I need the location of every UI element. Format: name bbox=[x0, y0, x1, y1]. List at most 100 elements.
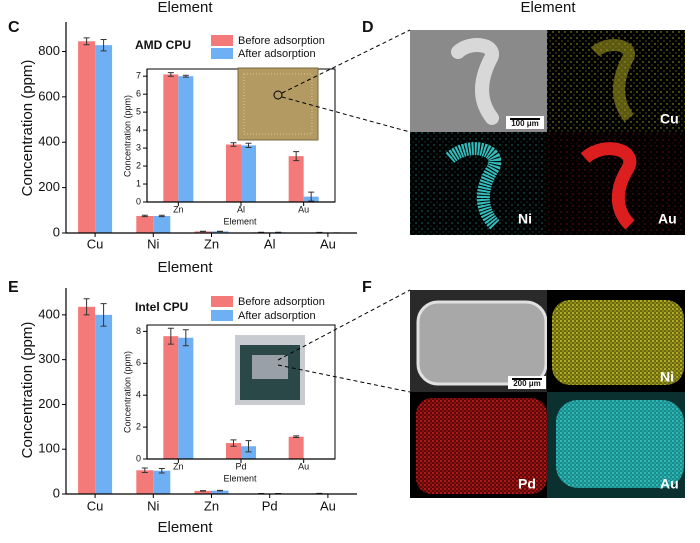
error-bar bbox=[83, 37, 90, 46]
bar bbox=[194, 490, 212, 494]
bar bbox=[211, 490, 229, 494]
y-tick-label: 0 bbox=[136, 453, 141, 463]
x-tick-label: Zn bbox=[204, 236, 219, 251]
error-bar bbox=[141, 214, 148, 218]
bar bbox=[136, 215, 154, 233]
error-bar bbox=[100, 38, 107, 52]
header-label: Element bbox=[157, 0, 213, 16]
panel-letter: C bbox=[8, 19, 20, 36]
element-label: Ni bbox=[660, 369, 674, 385]
bar bbox=[95, 314, 113, 494]
annotation: AMD CPU bbox=[135, 38, 191, 52]
y-tick-label: 400 bbox=[38, 306, 60, 321]
bar bbox=[178, 337, 194, 459]
bar bbox=[163, 336, 179, 459]
zoom-line bbox=[281, 96, 411, 133]
legend-swatch bbox=[211, 296, 233, 307]
x-tick-label: Au bbox=[298, 461, 309, 471]
y-tick-label: 4 bbox=[136, 390, 141, 400]
error-bar bbox=[230, 439, 237, 447]
legend-label: After adsorption bbox=[238, 48, 316, 60]
error-bar bbox=[158, 467, 165, 474]
y-tick-label: 1 bbox=[136, 178, 141, 188]
legend-swatch bbox=[211, 35, 233, 46]
bar bbox=[136, 470, 154, 494]
micrograph-d bbox=[410, 30, 685, 235]
bar bbox=[288, 436, 304, 459]
bar bbox=[241, 446, 256, 459]
bar bbox=[153, 215, 171, 233]
error-bar bbox=[245, 142, 252, 149]
error-bar bbox=[100, 303, 107, 327]
y-tick-label: 200 bbox=[38, 396, 60, 411]
error-bar bbox=[293, 151, 300, 162]
x-tick-label: Al bbox=[264, 236, 276, 251]
bar bbox=[211, 231, 229, 233]
bar bbox=[78, 41, 96, 234]
y-tick-label: 6 bbox=[136, 89, 141, 99]
inset-y-axis-label: Concentration (ppm) bbox=[122, 351, 132, 433]
x-axis-label: Element bbox=[157, 259, 213, 276]
zoom-line bbox=[277, 289, 411, 361]
y-tick-label: 100 bbox=[38, 441, 60, 456]
panel-letter: E bbox=[8, 279, 19, 296]
y-tick-label: 4 bbox=[136, 124, 141, 134]
header-label: Element bbox=[520, 0, 576, 16]
error-bar bbox=[158, 214, 165, 218]
bar bbox=[194, 231, 212, 233]
y-tick-label: 300 bbox=[38, 351, 60, 366]
element-label: Ni bbox=[518, 211, 532, 227]
y-tick-label: 0 bbox=[136, 196, 141, 206]
y-tick-label: 200 bbox=[38, 179, 60, 194]
legend-label: Before adsorption bbox=[238, 35, 325, 47]
y-tick-label: 400 bbox=[38, 134, 60, 149]
bar bbox=[178, 76, 194, 202]
legend-label: Before adsorption bbox=[238, 296, 325, 308]
x-tick-label: Cu bbox=[87, 498, 104, 513]
error-bar bbox=[167, 72, 174, 77]
x-tick-label: Zn bbox=[173, 461, 184, 471]
element-label: Pd bbox=[518, 476, 536, 492]
inset-y-axis-label: Concentration (ppm) bbox=[122, 95, 132, 177]
y-tick-label: 8 bbox=[136, 326, 141, 336]
x-axis-label: Element bbox=[157, 519, 213, 536]
x-tick-label: Au bbox=[320, 498, 336, 513]
annotation: Intel CPU bbox=[135, 300, 188, 314]
y-tick-label: 0 bbox=[53, 224, 60, 239]
legend-swatch bbox=[211, 48, 233, 59]
y-tick-label: 0 bbox=[53, 485, 60, 500]
y-tick-label: 7 bbox=[136, 71, 141, 81]
element-label: Cu bbox=[660, 111, 679, 127]
legend-label: After adsorption bbox=[238, 310, 316, 322]
bar bbox=[226, 144, 241, 202]
inset-x-axis-label: Element bbox=[223, 216, 257, 226]
error-bar bbox=[167, 327, 174, 345]
x-tick-label: Ni bbox=[147, 236, 159, 251]
y-axis-label: Concentration (ppm) bbox=[19, 322, 36, 459]
element-label: Au bbox=[658, 211, 677, 227]
cpu-photo bbox=[235, 335, 305, 405]
y-axis-label: Concentration (ppm) bbox=[19, 60, 36, 197]
element-label: Au bbox=[660, 476, 679, 492]
x-tick-label: Zn bbox=[173, 204, 184, 214]
x-tick-label: Au bbox=[320, 236, 336, 251]
panel-letter: F bbox=[362, 279, 372, 296]
y-tick-label: 5 bbox=[136, 107, 141, 117]
error-bar bbox=[245, 440, 252, 453]
error-bar bbox=[308, 191, 315, 202]
y-tick-label: 3 bbox=[136, 142, 141, 152]
cpu-photo bbox=[237, 67, 319, 141]
x-tick-label: Au bbox=[298, 204, 309, 214]
error-bar bbox=[293, 435, 300, 438]
zoom-line bbox=[277, 364, 411, 393]
bar bbox=[153, 470, 171, 494]
error-bar bbox=[83, 298, 90, 316]
x-tick-label: Cu bbox=[87, 236, 104, 251]
x-tick-label: Ni bbox=[147, 498, 159, 513]
y-tick-label: 2 bbox=[136, 160, 141, 170]
y-tick-label: 2 bbox=[136, 421, 141, 431]
x-tick-label: Pd bbox=[262, 498, 278, 513]
legend-swatch bbox=[211, 310, 233, 321]
error-bar bbox=[141, 467, 148, 474]
